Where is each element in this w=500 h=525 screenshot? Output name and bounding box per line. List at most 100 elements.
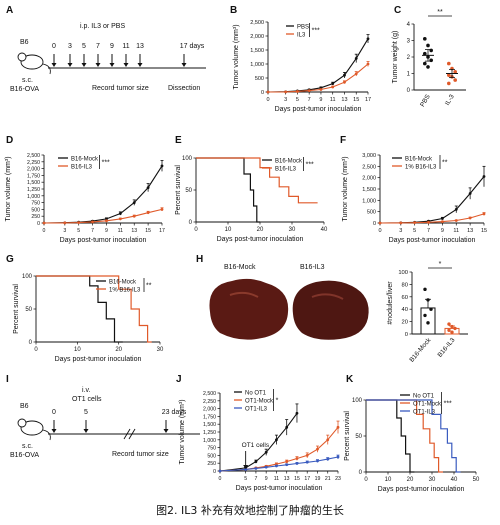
data-point <box>275 464 278 468</box>
dissection-label: Dissection <box>168 85 200 92</box>
data-point <box>429 48 434 53</box>
y-tick-label: 750 <box>207 446 216 452</box>
significance-label: ** <box>442 160 448 167</box>
survival-curve-1-b16-il3 <box>36 275 152 343</box>
timeline-day-label: 0 <box>52 409 56 416</box>
x-tick-label: 50 <box>473 477 480 483</box>
legend-label: 1% B16-IL3 <box>405 164 437 170</box>
y-tick-label: 0 <box>37 221 40 227</box>
data-point <box>264 465 268 469</box>
legend-label: B16-Mock <box>405 156 433 162</box>
data-point <box>326 457 330 461</box>
significance-label: *** <box>444 401 452 408</box>
data-point <box>77 221 81 224</box>
y-tick-label: 0 <box>261 90 264 96</box>
x-tick-label: 7 <box>254 476 257 482</box>
bar-b16-mock <box>420 307 436 335</box>
x-axis-label: Days post-tumor inoculation <box>55 356 142 363</box>
significance-label: *** <box>306 162 314 169</box>
y-tick-label: 20 <box>402 320 408 326</box>
panel-letter-i: I <box>6 374 9 385</box>
liver-image-il3 <box>292 280 369 340</box>
x-tick-label: 7 <box>427 228 430 234</box>
x-tick-label: 5 <box>296 97 299 103</box>
timeline-arrowhead <box>181 63 187 67</box>
ot1-annotation: OT1 cells <box>242 442 270 449</box>
data-point <box>413 221 417 225</box>
y-tick-label: 2,250 <box>203 399 216 405</box>
data-point <box>331 82 335 85</box>
legend-label: B16-Mock <box>109 279 137 285</box>
significance-label: ** <box>146 283 152 290</box>
data-point <box>441 220 444 224</box>
x-tick-label: 10 <box>385 477 392 483</box>
series-line-ot1-mock <box>219 426 339 472</box>
significance-label: ** <box>437 9 443 16</box>
mouse-label: B6 <box>20 39 29 46</box>
injection-label: s.c. <box>22 77 33 84</box>
y-tick-label: 50 <box>355 434 362 440</box>
data-point <box>132 214 136 218</box>
data-point <box>160 164 164 168</box>
data-point <box>132 201 136 205</box>
y-tick-label: 2,250 <box>27 160 40 166</box>
y-tick-label: 2,500 <box>27 153 40 159</box>
x-tick-label: 30 <box>157 347 164 353</box>
x-axis-label: Days post-tumor inoculation <box>60 237 147 244</box>
y-axis-label: #nodules/liver <box>387 281 394 325</box>
y-tick-label: 2 <box>407 55 411 61</box>
x-tick-label: 5 <box>413 228 416 234</box>
data-point <box>91 220 94 224</box>
figure-caption: 图2. IL3 补充有效地控制了肿瘤的生长 <box>156 504 344 517</box>
data-point <box>331 85 335 89</box>
panel-d: D02505007501,0001,2501,5001,7502,0002,25… <box>5 135 165 244</box>
y-tick-label: 2,000 <box>362 176 376 182</box>
legend-label: 1% B16-IL3 <box>109 287 141 293</box>
data-point <box>307 89 311 92</box>
legend-label: OT1-IL3 <box>245 406 268 412</box>
x-tick-label: 30 <box>289 227 296 233</box>
data-point <box>146 186 150 190</box>
x-tick-label: 15 <box>145 228 151 234</box>
x-tick-label: 11 <box>330 97 336 103</box>
data-point <box>453 326 457 331</box>
data-point <box>254 460 258 464</box>
y-tick-label: 4 <box>407 22 411 28</box>
data-point <box>254 467 258 470</box>
y-axis-label: Tumor volume (mm³) <box>233 24 240 89</box>
y-tick-label: 0 <box>189 220 193 226</box>
y-tick-label: 1 <box>407 72 411 78</box>
significance-label: * <box>439 261 442 268</box>
data-point <box>343 80 346 84</box>
cell-label-i: B16-OVA <box>10 452 39 459</box>
panel-f: F 0 500 1,000 1,500 2,000 2,500 3,000 0 3 5 7 9 11 13 1… <box>340 135 487 244</box>
ot1-injection-arrowhead <box>243 465 249 469</box>
data-point <box>264 450 268 454</box>
data-point <box>429 307 433 311</box>
legend-label: B16-IL3 <box>275 166 297 172</box>
y-tick-label: 40 <box>402 307 408 313</box>
survival-curve-ot1-mock <box>366 399 443 473</box>
record-label-i: Record tumor size <box>112 451 169 458</box>
timeline-arrowhead <box>109 63 115 67</box>
y-tick-label: 0 <box>29 340 33 346</box>
panel-e: E 0 50 100 0 10 20 30 40 Days post-tumor inoculat… <box>175 135 328 243</box>
data-point <box>296 90 299 93</box>
timeline-arrowhead <box>83 429 89 433</box>
data-point <box>118 212 122 215</box>
panel-letter-h: H <box>196 254 203 265</box>
x-tick-label: 10 <box>74 347 81 353</box>
survival-curve-b16-mock <box>36 275 123 343</box>
x-tick-label: 11 <box>274 476 279 482</box>
x-category-label: IL-3 <box>444 93 456 107</box>
panel-letter-g: G <box>6 254 14 265</box>
x-tick-label: 11 <box>118 228 123 234</box>
x-category-label: B16-IL3 <box>437 337 457 359</box>
panel-letter-k: K <box>346 374 354 385</box>
x-tick-label: 7 <box>91 228 94 234</box>
y-axis-label: Tumor volume (mm³) <box>342 156 349 221</box>
liver-highlight-mock <box>229 291 259 298</box>
panel-letter-b: B <box>230 5 237 16</box>
y-tick-label: 100 <box>398 270 408 276</box>
